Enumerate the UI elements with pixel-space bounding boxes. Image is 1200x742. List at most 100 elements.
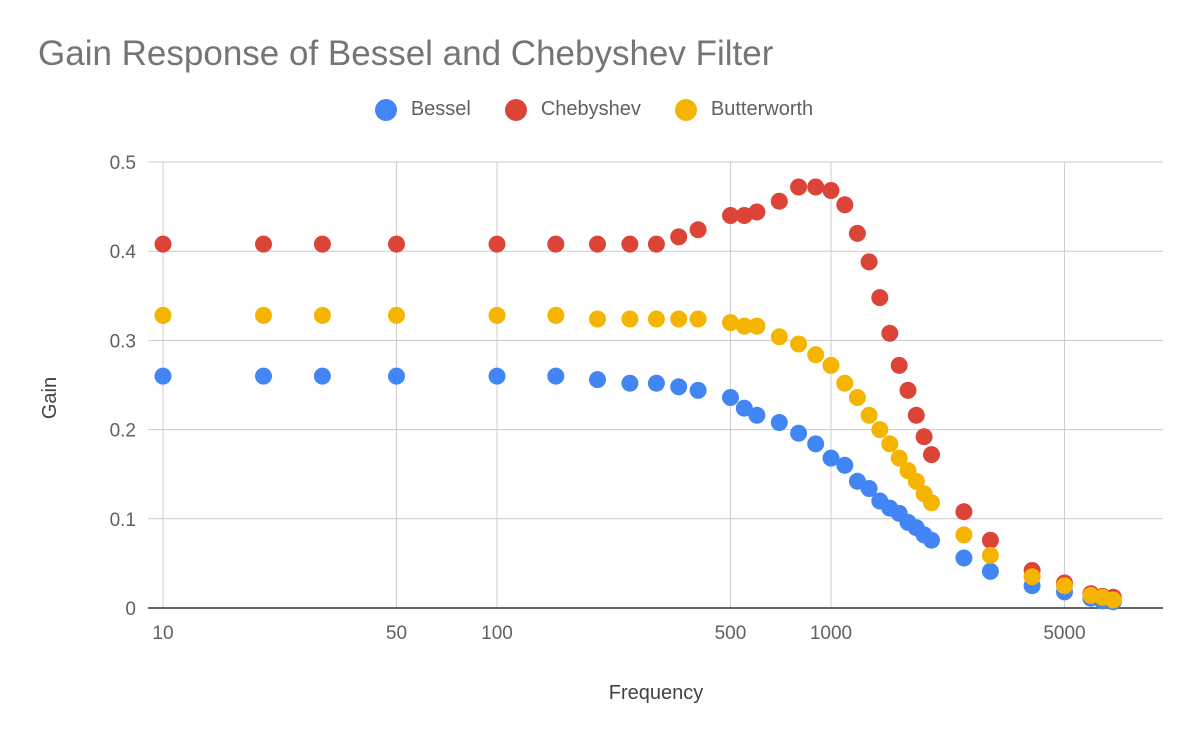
- chebyshev-point[interactable]: [860, 253, 878, 271]
- y-tick-label: 0.1: [110, 510, 136, 531]
- butterworth-point[interactable]: [589, 310, 606, 328]
- bessel-point[interactable]: [748, 406, 766, 424]
- butterworth-point[interactable]: [313, 306, 331, 324]
- bessel-point[interactable]: [547, 367, 565, 385]
- x-tick-label: 10: [152, 623, 173, 644]
- bessel-point[interactable]: [955, 549, 973, 567]
- butterworth-point[interactable]: [621, 310, 639, 328]
- legend-label-butterworth: Butterworth: [710, 98, 814, 120]
- butterworth-point[interactable]: [154, 306, 172, 324]
- chebyshev-point[interactable]: [670, 228, 688, 246]
- chebyshev-point[interactable]: [388, 235, 405, 253]
- bessel-point[interactable]: [790, 424, 808, 442]
- butterworth-point[interactable]: [1023, 568, 1041, 586]
- chebyshev-point[interactable]: [313, 235, 331, 253]
- butterworth-point[interactable]: [388, 306, 405, 324]
- x-tick-label: 1000: [810, 623, 852, 644]
- chebyshev-point[interactable]: [907, 406, 925, 424]
- chebyshev-point[interactable]: [923, 446, 940, 464]
- butterworth-point[interactable]: [890, 449, 908, 467]
- chebyshev-point[interactable]: [848, 224, 866, 242]
- chebyshev-point[interactable]: [689, 221, 707, 239]
- chebyshev-point[interactable]: [547, 235, 565, 253]
- chebyshev-point[interactable]: [488, 235, 506, 253]
- bessel-point[interactable]: [313, 367, 331, 385]
- chebyshev-point[interactable]: [955, 503, 973, 521]
- butterworth-point[interactable]: [255, 306, 272, 324]
- butterworth-point[interactable]: [907, 472, 925, 490]
- chebyshev-point[interactable]: [748, 203, 766, 221]
- chebyshev-point[interactable]: [647, 235, 665, 253]
- bessel-point[interactable]: [807, 435, 825, 453]
- bessel-point[interactable]: [621, 374, 639, 392]
- butterworth-point[interactable]: [488, 306, 506, 324]
- chebyshev-point[interactable]: [255, 235, 272, 253]
- chebyshev-point[interactable]: [871, 289, 889, 307]
- bessel-point[interactable]: [670, 378, 688, 396]
- butterworth-point[interactable]: [748, 317, 766, 335]
- chebyshev-point[interactable]: [915, 428, 933, 446]
- butterworth-point[interactable]: [1104, 591, 1122, 609]
- butterworth-point[interactable]: [807, 346, 825, 364]
- bessel-point[interactable]: [923, 531, 940, 549]
- y-tick-label: 0.2: [110, 421, 136, 442]
- bessel-point[interactable]: [770, 414, 788, 431]
- bessel-point[interactable]: [981, 562, 999, 580]
- chebyshev-point[interactable]: [836, 196, 854, 214]
- chebyshev-point[interactable]: [790, 178, 808, 196]
- butterworth-point[interactable]: [670, 310, 688, 328]
- butterworth-point[interactable]: [1056, 577, 1073, 595]
- chebyshev-point[interactable]: [154, 235, 172, 253]
- legend-item-bessel[interactable]: Bessel: [374, 98, 471, 121]
- chebyshev-point[interactable]: [822, 182, 840, 199]
- y-tick-labels: 0 0.1 0.2 0.3 0.4 0.5: [110, 153, 137, 620]
- bessel-point[interactable]: [589, 371, 606, 389]
- bessel-point[interactable]: [836, 456, 854, 474]
- butterworth-point[interactable]: [848, 389, 866, 406]
- x-tick-label: 500: [715, 623, 747, 644]
- chebyshev-point[interactable]: [899, 381, 917, 399]
- butterworth-point[interactable]: [923, 494, 940, 512]
- butterworth-point[interactable]: [955, 526, 973, 544]
- butterworth-point[interactable]: [770, 328, 788, 346]
- bessel-point[interactable]: [822, 449, 840, 467]
- butterworth-point[interactable]: [822, 356, 840, 374]
- chebyshev-point[interactable]: [881, 324, 899, 342]
- butterworth-point[interactable]: [881, 435, 899, 453]
- butterworth-point[interactable]: [689, 310, 707, 328]
- bessel-point[interactable]: [689, 381, 707, 399]
- butterworth-point[interactable]: [836, 374, 854, 392]
- butterworth-point[interactable]: [547, 306, 565, 324]
- butterworth-point[interactable]: [735, 317, 753, 335]
- butterworth-point[interactable]: [860, 406, 878, 424]
- chebyshev-point[interactable]: [770, 192, 788, 210]
- legend-swatch-bessel: [374, 98, 397, 121]
- butterworth-point[interactable]: [790, 335, 808, 353]
- chebyshev-point[interactable]: [981, 531, 999, 549]
- butterworth-point[interactable]: [871, 421, 889, 439]
- bessel-point[interactable]: [388, 367, 405, 385]
- bessel-point[interactable]: [255, 367, 272, 385]
- chebyshev-point[interactable]: [722, 207, 739, 224]
- legend-label-chebyshev: Chebyshev: [540, 98, 641, 120]
- bessel-point[interactable]: [860, 480, 878, 497]
- chebyshev-point[interactable]: [890, 356, 908, 374]
- butterworth-point[interactable]: [981, 546, 999, 564]
- bessel-point[interactable]: [735, 399, 753, 417]
- bessel-point[interactable]: [154, 367, 172, 385]
- legend-item-chebyshev[interactable]: Chebyshev: [504, 98, 641, 121]
- chebyshev-point[interactable]: [621, 235, 639, 253]
- y-tick-label: 0: [125, 599, 136, 620]
- bessel-point[interactable]: [722, 389, 739, 406]
- legend-swatch-butterworth: [674, 98, 697, 121]
- butterworth-point[interactable]: [722, 314, 739, 332]
- chebyshev-point[interactable]: [589, 235, 606, 253]
- bessel-point[interactable]: [647, 374, 665, 392]
- x-tick-label: 5000: [1043, 623, 1085, 644]
- butterworth-point[interactable]: [647, 310, 665, 328]
- chebyshev-point[interactable]: [807, 178, 825, 196]
- legend-item-butterworth[interactable]: Butterworth: [674, 98, 814, 121]
- bessel-point[interactable]: [488, 367, 506, 385]
- y-axis-title: Gain: [39, 377, 61, 419]
